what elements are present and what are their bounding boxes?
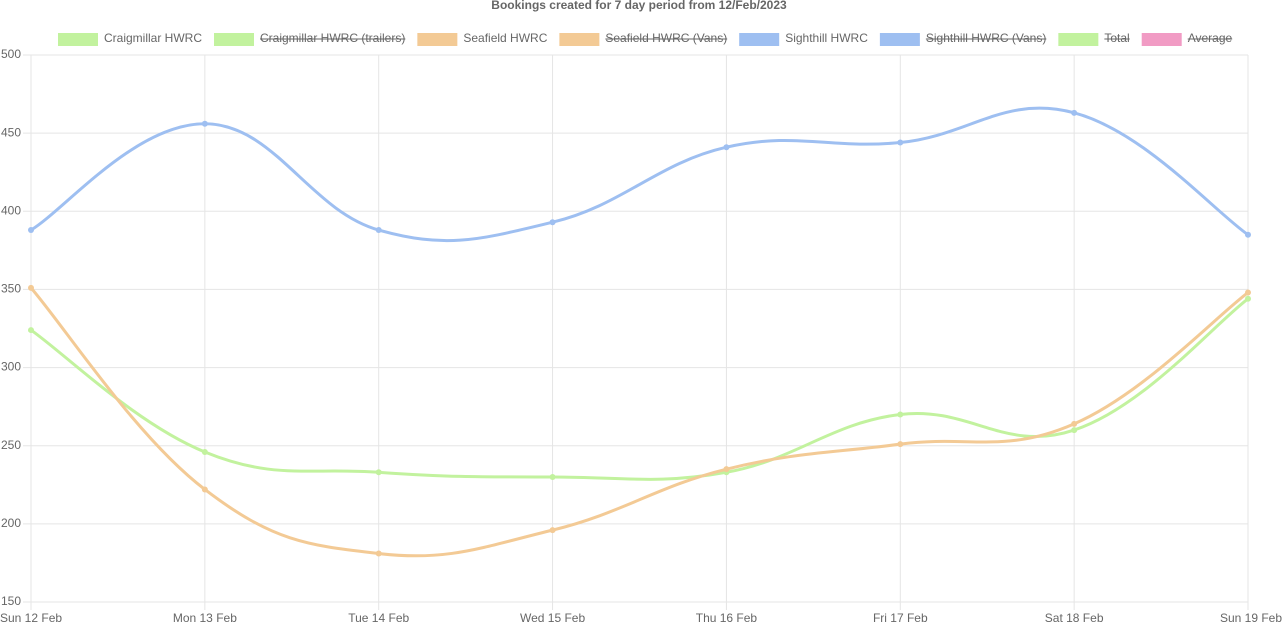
data-point[interactable] — [1245, 231, 1251, 238]
data-point[interactable] — [549, 527, 556, 534]
data-point[interactable] — [201, 486, 208, 493]
data-point[interactable] — [723, 144, 730, 151]
x-tick-label: Thu 16 Feb — [696, 611, 758, 625]
data-point[interactable] — [897, 411, 904, 418]
data-point[interactable] — [897, 139, 904, 146]
series-line — [30, 297, 1249, 481]
y-tick-label: 350 — [1, 282, 21, 296]
data-point[interactable] — [1071, 420, 1078, 427]
legend-label[interactable]: Total — [1104, 31, 1129, 45]
legend-label[interactable]: Sighthill HWRC (Vans) — [926, 31, 1046, 45]
legend-swatch[interactable] — [1141, 33, 1182, 46]
legend-swatch[interactable] — [879, 33, 920, 46]
data-point[interactable] — [28, 327, 34, 334]
series-line — [29, 286, 1249, 558]
chart-title: Bookings created for 7 day period from 1… — [491, 0, 787, 12]
legend-swatch[interactable] — [1058, 33, 1099, 46]
legend-label[interactable]: Average — [1188, 31, 1233, 45]
data-point[interactable] — [1245, 289, 1251, 296]
legend-label[interactable]: Sighthill HWRC — [785, 31, 868, 45]
y-tick-label: 200 — [1, 516, 21, 530]
data-point[interactable] — [1071, 427, 1078, 434]
legend-label[interactable]: Craigmillar HWRC — [104, 31, 202, 45]
data-point[interactable] — [1071, 109, 1078, 116]
y-tick-label: 400 — [1, 203, 21, 217]
legend-swatch[interactable] — [214, 33, 254, 46]
y-tick-label: 450 — [1, 125, 21, 139]
data-point[interactable] — [201, 448, 208, 455]
data-point[interactable] — [201, 120, 208, 127]
x-tick-label: Wed 15 Feb — [520, 611, 585, 625]
data-point[interactable] — [375, 550, 382, 557]
legend-swatch[interactable] — [58, 33, 98, 46]
series-line — [30, 106, 1249, 243]
x-tick-label: Sun 19 Feb — [1220, 611, 1282, 625]
data-point[interactable] — [549, 473, 556, 480]
data-point[interactable] — [375, 469, 382, 476]
legend-swatch[interactable] — [417, 33, 458, 46]
x-tick-label: Tue 14 Feb — [348, 611, 409, 625]
data-point[interactable] — [1245, 295, 1251, 302]
y-tick-label: 150 — [1, 594, 21, 608]
legend-label[interactable]: Seafield HWRC — [463, 31, 547, 45]
data-point[interactable] — [375, 227, 382, 234]
x-tick-label: Fri 17 Feb — [873, 611, 928, 625]
x-tick-label: Mon 13 Feb — [173, 611, 237, 625]
y-tick-label: 300 — [1, 360, 21, 374]
x-tick-label: Sun 12 Feb — [0, 611, 62, 625]
data-point[interactable] — [28, 284, 34, 291]
data-point[interactable] — [549, 219, 556, 226]
data-point[interactable] — [897, 441, 904, 448]
legend-label[interactable]: Craigmillar HWRC (trailers) — [260, 31, 405, 45]
data-point[interactable] — [723, 466, 730, 473]
y-tick-label: 250 — [1, 438, 21, 452]
legend-swatch[interactable] — [559, 33, 600, 46]
x-tick-label: Sat 18 Feb — [1045, 611, 1104, 625]
legend-swatch[interactable] — [739, 33, 780, 46]
data-point[interactable] — [28, 227, 34, 234]
y-tick-label: 500 — [1, 47, 21, 61]
legend-label[interactable]: Seafield HWRC (Vans) — [605, 31, 727, 45]
